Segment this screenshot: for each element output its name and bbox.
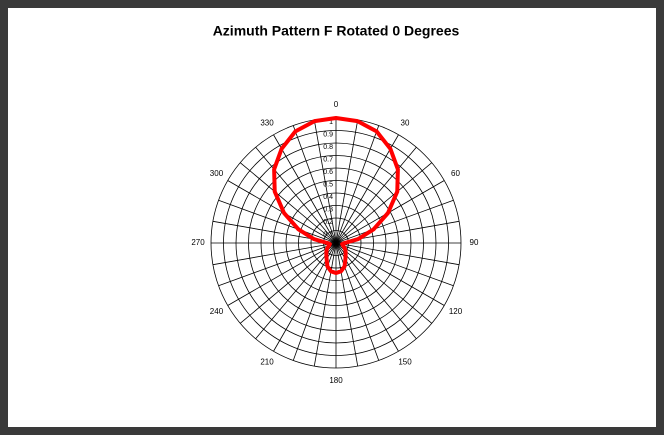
angle-tick-label: 330 — [260, 119, 274, 128]
grid-ring — [223, 130, 449, 356]
chart-frame: Azimuth Pattern F Rotated 0 Degrees 0.1 0… — [8, 8, 656, 427]
r-tick-label: 0.7 — [323, 156, 333, 163]
grid-ring — [248, 155, 424, 331]
grid-ring — [285, 192, 387, 294]
angle-tick-label: 0 — [334, 100, 339, 109]
r-tick-label: 1 — [329, 119, 333, 126]
angle-tick-label: 300 — [210, 169, 224, 178]
r-tick-label: 0.9 — [323, 131, 333, 138]
r-tick-label: 0.8 — [323, 144, 333, 151]
pattern-line — [272, 116, 400, 275]
r-tick-label: 0.6 — [323, 169, 333, 176]
r-tick-label: 0.4 — [323, 194, 333, 201]
grid-ring — [260, 167, 412, 319]
angle-tick-label: 60 — [451, 169, 460, 178]
r-tick-label: 0.2 — [323, 219, 333, 226]
angle-tick-label: 240 — [210, 307, 224, 316]
r-tick-label: 0.3 — [323, 206, 333, 213]
angle-tick-label: 210 — [260, 358, 274, 367]
angle-tick-label: 120 — [449, 307, 463, 316]
angle-tick-label: 180 — [329, 376, 343, 385]
angle-tick-label: 150 — [398, 358, 412, 367]
angle-tick-label: 270 — [191, 238, 205, 247]
chart: Azimuth Pattern F Rotated 0 Degrees 0.1 0… — [191, 23, 479, 385]
grid-ring — [310, 217, 362, 269]
grid-ring — [235, 142, 437, 344]
grid-ring — [298, 205, 374, 281]
chart-title: Azimuth Pattern F Rotated 0 Degrees — [213, 23, 460, 39]
angle-tick-label: 30 — [401, 119, 410, 128]
grid-ring — [273, 180, 399, 306]
r-tick-label: 0.1 — [323, 231, 333, 238]
r-tick-label: 0.5 — [323, 181, 333, 188]
angle-tick-label: 90 — [470, 238, 479, 247]
